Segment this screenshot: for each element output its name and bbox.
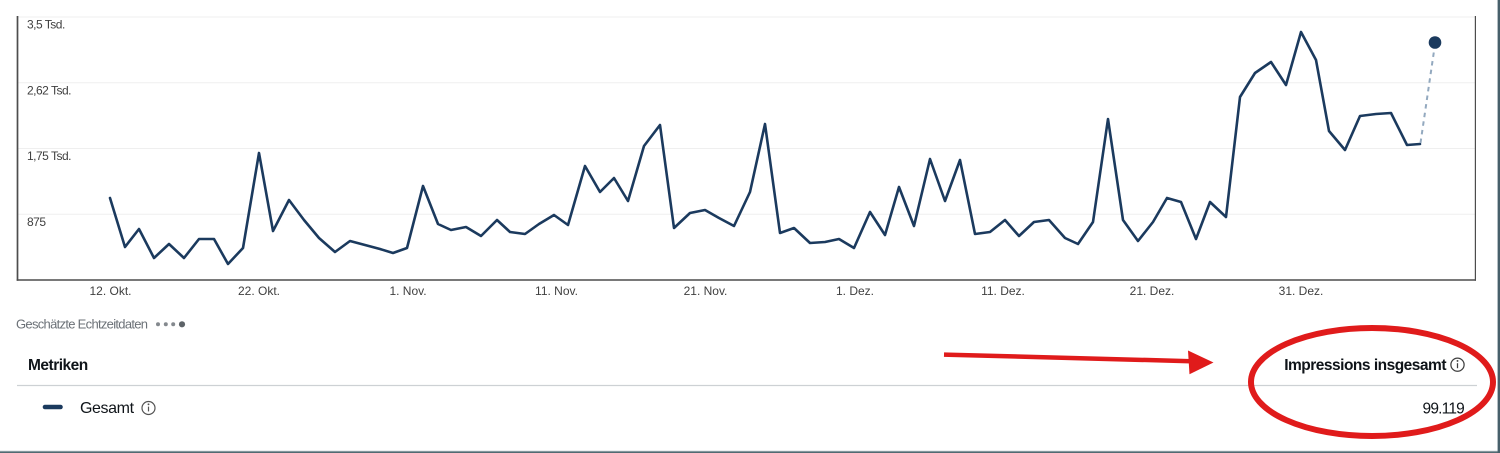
svg-text:31. Dez.: 31. Dez. bbox=[1279, 284, 1324, 298]
svg-text:1. Dez.: 1. Dez. bbox=[836, 284, 874, 298]
svg-text:21. Nov.: 21. Nov. bbox=[684, 284, 728, 298]
svg-text:99.119: 99.119 bbox=[1423, 401, 1465, 418]
svg-text:3,5 Tsd.: 3,5 Tsd. bbox=[27, 18, 65, 32]
svg-text:1,75 Tsd.: 1,75 Tsd. bbox=[27, 149, 71, 163]
svg-text:1. Nov.: 1. Nov. bbox=[389, 284, 426, 298]
svg-text:22. Okt.: 22. Okt. bbox=[238, 284, 280, 298]
svg-text:21. Dez.: 21. Dez. bbox=[1130, 284, 1175, 298]
svg-text:2,62 Tsd.: 2,62 Tsd. bbox=[27, 83, 71, 97]
svg-text:875: 875 bbox=[27, 215, 46, 229]
svg-text:Metriken: Metriken bbox=[28, 357, 88, 374]
svg-text:11. Dez.: 11. Dez. bbox=[981, 284, 1025, 298]
svg-text:Gesamt: Gesamt bbox=[80, 400, 135, 417]
svg-text:Geschätzte Echtzeitdaten: Geschätzte Echtzeitdaten bbox=[16, 317, 148, 332]
svg-text:12. Okt.: 12. Okt. bbox=[89, 284, 131, 298]
svg-text:Impressions insgesamt: Impressions insgesamt bbox=[1284, 357, 1446, 374]
svg-text:11. Nov.: 11. Nov. bbox=[535, 284, 578, 298]
